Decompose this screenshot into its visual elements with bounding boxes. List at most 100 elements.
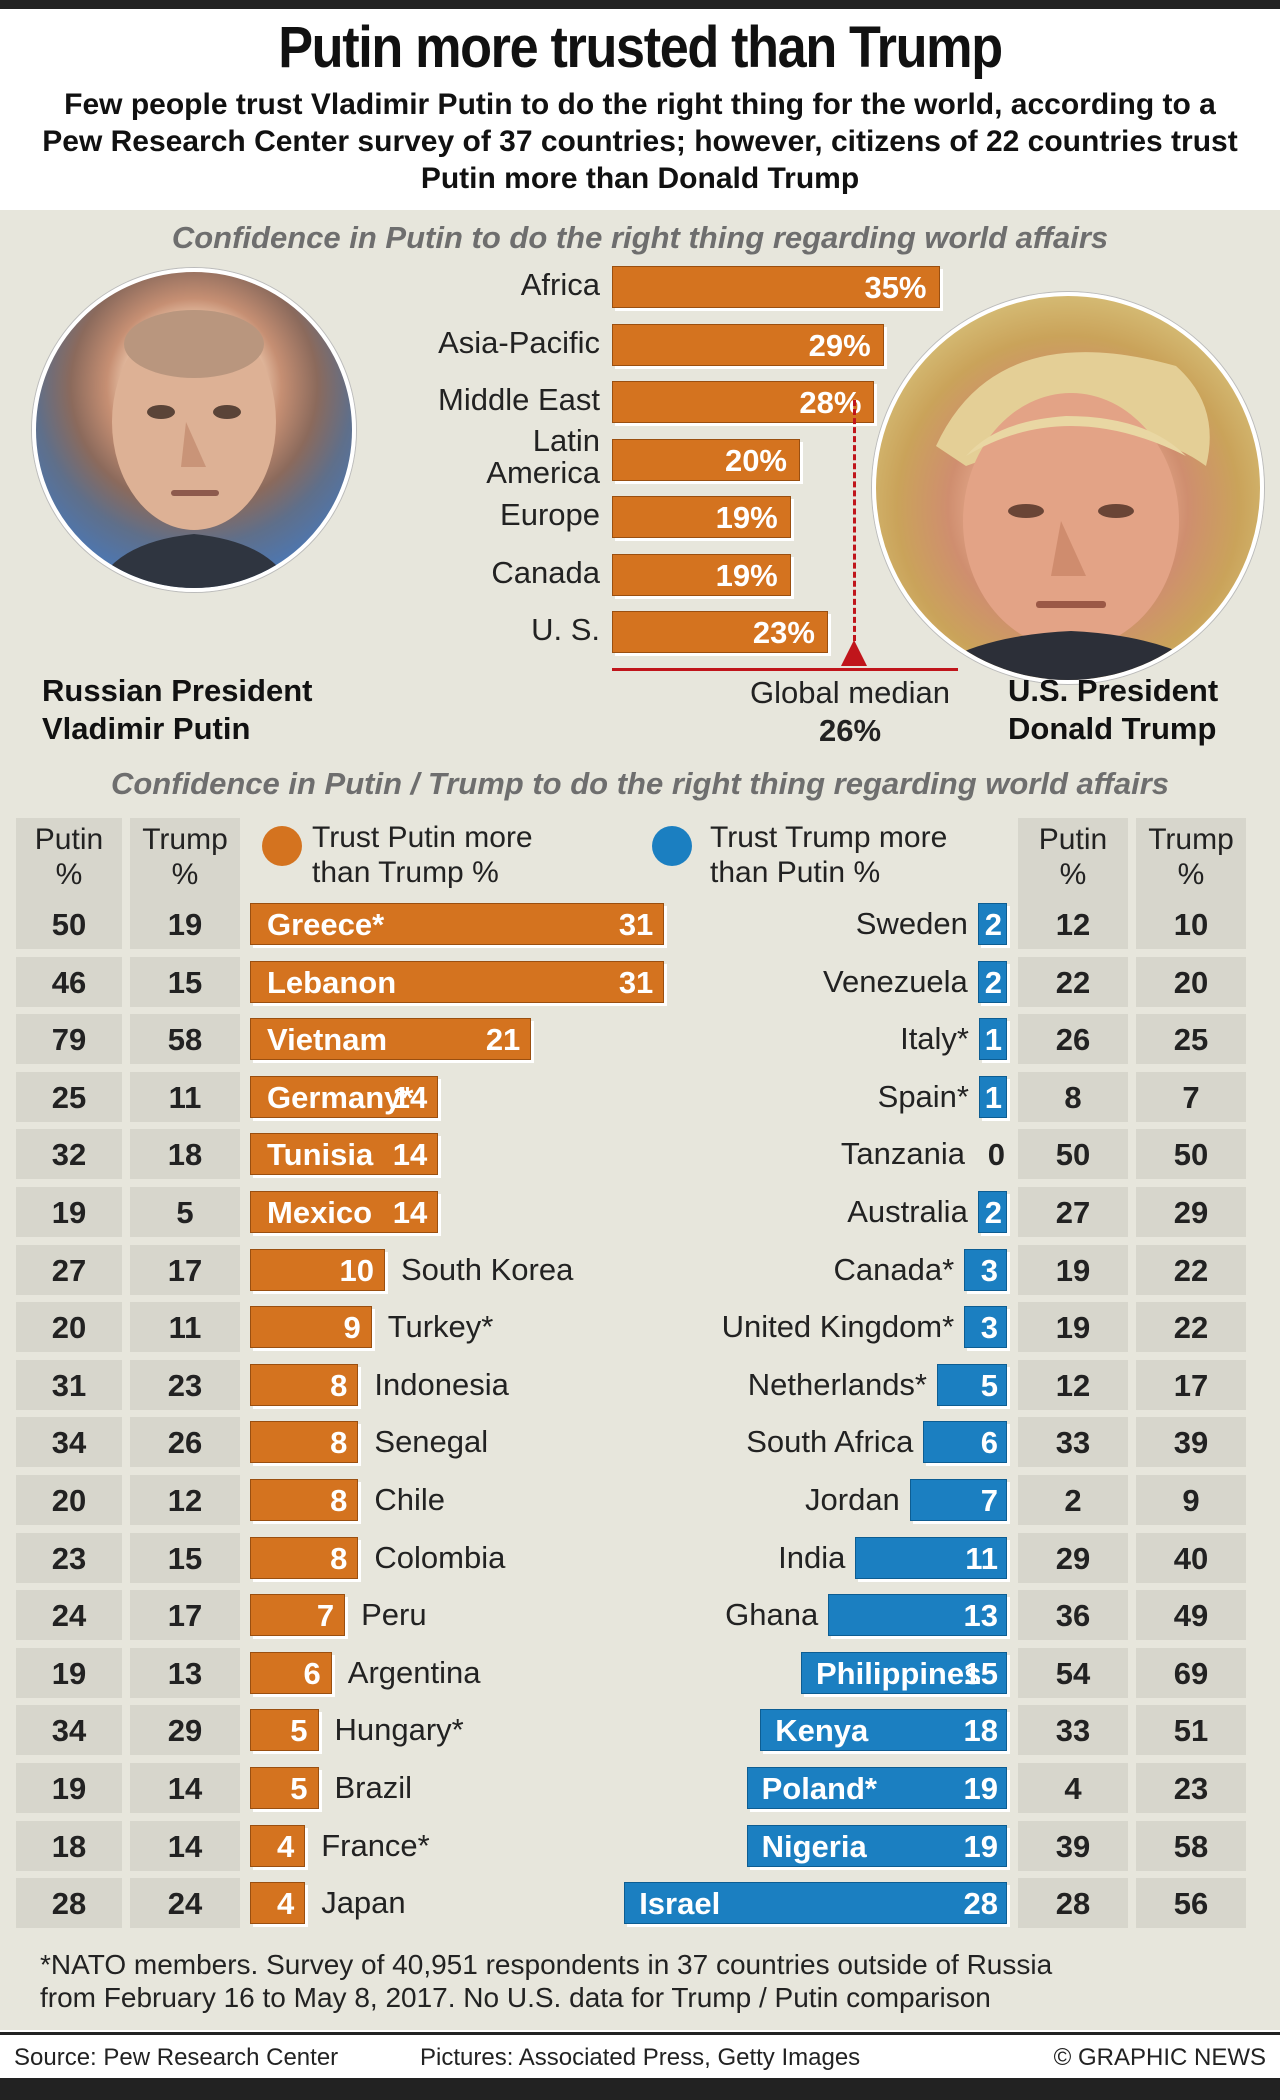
- right-trump-cell: [1136, 1302, 1246, 1353]
- median-axis-line: [612, 668, 958, 671]
- footer-pictures: Pictures: Associated Press, Getty Images: [420, 2044, 861, 2071]
- legend-trump-more-line1: Trust Trump more: [710, 821, 948, 854]
- trump-more-country: Australia: [847, 1194, 968, 1229]
- right-putin-value: 12: [1055, 907, 1091, 942]
- left-trump-cell: [130, 899, 240, 949]
- left-putin-value: 19: [51, 1195, 87, 1230]
- right-trump-value: 58: [1173, 1828, 1209, 1864]
- region-label: Africa: [300, 269, 600, 301]
- left-trump-cell: [130, 1071, 240, 1122]
- left-putin-value: 34: [51, 1713, 87, 1749]
- putin-more-bar: 8: [250, 1536, 359, 1579]
- legend-blue-dot-icon: [652, 826, 692, 866]
- right-trump-value: 51: [1173, 1713, 1209, 1749]
- right-trump-value: 22: [1173, 1310, 1209, 1346]
- median-marker-icon: [840, 640, 867, 666]
- right-putin-value: 36: [1055, 1598, 1091, 1634]
- putin-more-country: Turkey*: [387, 1309, 494, 1345]
- region-label-line: America: [486, 454, 600, 490]
- putin-more-value: 5: [290, 1771, 308, 1806]
- region-bar: 28%: [612, 381, 875, 423]
- right-putin-cell: [1018, 956, 1128, 1007]
- left-trump-value: 29: [167, 1713, 203, 1749]
- right-trump-value: 56: [1173, 1886, 1209, 1922]
- putin-more-country: Colombia: [374, 1539, 506, 1575]
- putin-more-country: Senegal: [374, 1424, 489, 1460]
- trump-more-bar: 13: [828, 1594, 1007, 1637]
- right-putin-cell: [1018, 1129, 1128, 1180]
- trump-more-country: United Kingdom*: [721, 1309, 955, 1345]
- right-putin-value: 4: [1064, 1771, 1082, 1806]
- trump-more-value: 19: [963, 1771, 998, 1806]
- trump-more-bar: 2: [977, 1191, 1007, 1233]
- left-putin-cell: [16, 899, 122, 949]
- right-putin-value: 2: [1064, 1483, 1082, 1518]
- putin-more-bar: 8: [250, 1479, 359, 1521]
- right-trump-value: 29: [1173, 1195, 1209, 1230]
- putin-more-bar: 31 Lebanon: [250, 960, 665, 1003]
- region-label: Latin America: [300, 424, 600, 490]
- trump-more-bar: 18 Kenya: [760, 1709, 1007, 1752]
- left-trump-cell: [130, 1302, 240, 1353]
- trump-caption: U.S. President Donald Trump: [1008, 672, 1218, 748]
- putin-photo: [32, 268, 356, 592]
- right-trump-cell: [1136, 1359, 1246, 1410]
- left-trump-cell: [130, 1590, 240, 1641]
- trump-more-bar: 3: [964, 1248, 1007, 1291]
- putin-more-country: Japan: [321, 1885, 406, 1921]
- trump-more-country: India: [778, 1539, 846, 1575]
- right-putin-cell: [1018, 1244, 1128, 1295]
- left-trump-cell: [130, 1763, 240, 1813]
- putin-more-country: Lebanon: [267, 964, 397, 1000]
- left-putin-cell: [16, 1475, 122, 1525]
- left-putin-value: 24: [51, 1598, 87, 1634]
- right-trump-value: 23: [1173, 1771, 1209, 1806]
- right-putin-value: 28: [1055, 1886, 1091, 1922]
- region-label: Europe: [300, 499, 600, 531]
- footer-credit: © GRAPHIC NEWS: [1053, 2044, 1266, 2071]
- putin-more-country: Vietnam: [267, 1022, 388, 1058]
- trump-more-bar: 2: [977, 960, 1007, 1003]
- trump-more-country: Philippines: [816, 1655, 982, 1691]
- trump-more-country: Kenya: [775, 1713, 869, 1749]
- putin-more-country: Indonesia: [374, 1366, 509, 1402]
- trump-more-value: 1: [984, 1022, 1002, 1058]
- footnote-line1: *NATO members. Survey of 40,951 responde…: [40, 1949, 1053, 1980]
- right-putin-value: 12: [1055, 1367, 1091, 1403]
- left-trump-header: Trump %: [130, 822, 240, 892]
- left-trump-value: 26: [167, 1425, 203, 1461]
- median-label: Global median 26%: [700, 674, 1000, 750]
- right-trump-header: Trump %: [1136, 822, 1246, 892]
- putin-more-bar: 14 Tunisia: [250, 1133, 439, 1176]
- right-trump-value: 40: [1173, 1540, 1209, 1576]
- right-trump-cell: [1136, 1014, 1246, 1065]
- right-trump-cell: [1136, 1647, 1246, 1698]
- right-putin-header-unit: %: [1059, 858, 1087, 891]
- right-putin-cell: [1018, 1532, 1128, 1583]
- trump-more-value: 18: [963, 1713, 998, 1749]
- median-dashed-line: [852, 400, 856, 650]
- left-trump-value: 17: [167, 1598, 203, 1634]
- footer-source: Source: Pew Research Center: [14, 2044, 339, 2071]
- putin-more-bar: 14 Germany*: [250, 1075, 439, 1118]
- trump-face-icon: [916, 352, 1226, 680]
- putin-more-country: Hungary*: [334, 1712, 464, 1748]
- left-trump-value: 14: [167, 1828, 203, 1864]
- left-putin-cell: [16, 1359, 122, 1410]
- right-putin-value: 33: [1055, 1425, 1091, 1461]
- median-value: 26%: [818, 713, 882, 748]
- right-putin-cell: [1018, 899, 1128, 949]
- right-trump-value: 9: [1182, 1483, 1200, 1518]
- left-putin-cell: [16, 1763, 122, 1813]
- left-trump-cell: [130, 1820, 240, 1871]
- trump-more-country: Spain*: [877, 1078, 969, 1114]
- trump-more-bar: 28 Israel: [624, 1882, 1007, 1925]
- left-putin-header: Putin %: [16, 822, 122, 892]
- region-label: Asia-Pacific: [300, 326, 600, 359]
- left-putin-header-unit: %: [55, 858, 83, 891]
- putin-more-value: 8: [330, 1425, 348, 1461]
- right-putin-value: 22: [1055, 964, 1091, 1000]
- putin-more-value: 4: [276, 1828, 295, 1864]
- trump-caption-name: Donald Trump: [1008, 711, 1217, 746]
